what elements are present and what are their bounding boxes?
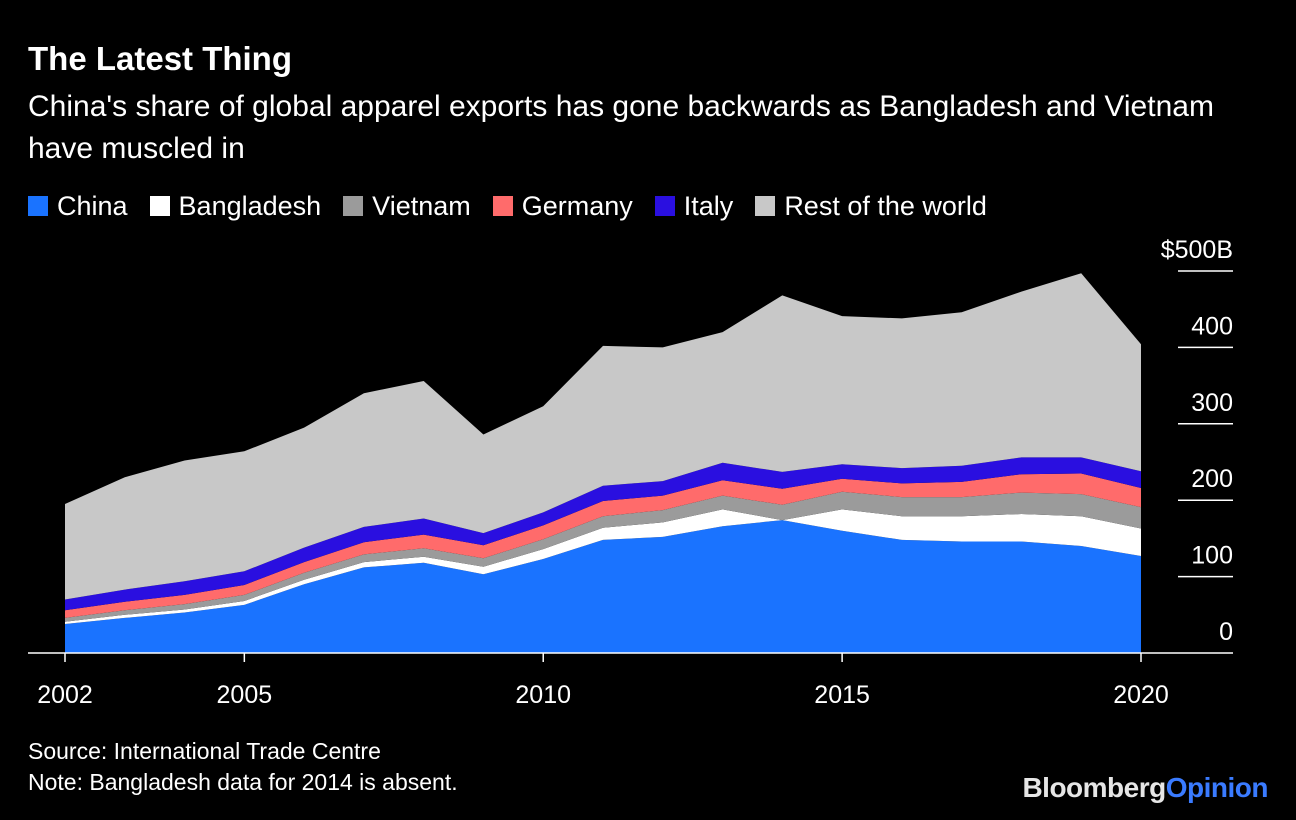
chart-subtitle: China's share of global apparel exports … xyxy=(28,90,1214,165)
legend-item-vietnam: Vietnam xyxy=(343,191,471,222)
area-series-germany xyxy=(65,473,1141,618)
x-tick-label-2005: 2005 xyxy=(217,681,273,709)
legend-swatch-bangladesh xyxy=(149,196,170,216)
legend-label-vietnam: Vietnam xyxy=(372,190,471,221)
legend-item-china: China xyxy=(28,191,128,222)
y-tick-label-200: 200 xyxy=(1191,465,1233,493)
source-note: Source: International Trade Centre xyxy=(28,738,381,764)
y-tick-label-500: $500B xyxy=(1161,236,1233,264)
x-tick-label-2015: 2015 xyxy=(814,681,870,709)
logo-part-bloomberg: Bloomberg xyxy=(1022,772,1166,803)
chart-title: The Latest Thing xyxy=(28,40,292,77)
logo-part-opinion: Opinion xyxy=(1165,772,1269,803)
x-tick-label-2002: 2002 xyxy=(37,681,93,709)
area-series-china xyxy=(65,520,1141,653)
area-series-bangladesh xyxy=(65,509,1141,624)
legend-swatch-china xyxy=(28,196,48,216)
y-tick-label-400: 400 xyxy=(1191,312,1233,340)
legend-label-china: China xyxy=(57,190,128,221)
legend-item-bangladesh: Bangladesh xyxy=(149,190,322,222)
legend-swatch-rest-of-the-world xyxy=(755,196,776,216)
legend-item-italy: Italy xyxy=(654,190,734,222)
bloomberg-opinion-logo: BloombergOpinion xyxy=(1022,772,1268,804)
legend-swatch-germany xyxy=(492,196,513,216)
legend-swatch-vietnam xyxy=(343,196,364,216)
x-tick-label-2020: 2020 xyxy=(1113,681,1169,709)
legend-label-germany: Germany xyxy=(521,190,633,221)
footer: Source: International Trade Centre Note:… xyxy=(28,736,458,798)
legend-label-rest-of-the-world: Rest of the world xyxy=(784,190,987,221)
y-tick-label-100: 100 xyxy=(1191,542,1233,570)
legend-label-italy: Italy xyxy=(683,190,734,221)
y-tick-label-0: 0 xyxy=(1219,618,1233,646)
y-tick-label-300: 300 xyxy=(1191,389,1233,417)
area-series-rest-of-the-world xyxy=(65,273,1141,600)
legend-item-rest-of-the-world: Rest of the world xyxy=(755,191,987,222)
legend-label-bangladesh: Bangladesh xyxy=(178,190,322,221)
data-note: Note: Bangladesh data for 2014 is absent… xyxy=(28,769,458,795)
legend-swatch-italy xyxy=(654,196,675,216)
x-tick-label-2010: 2010 xyxy=(515,681,571,709)
area-series-italy xyxy=(65,457,1141,611)
area-series-vietnam xyxy=(65,491,1141,622)
legend-item-germany: Germany xyxy=(492,190,633,222)
legend: China Bangladesh Vietnam Germany Italy Rest o… xyxy=(28,189,1009,223)
